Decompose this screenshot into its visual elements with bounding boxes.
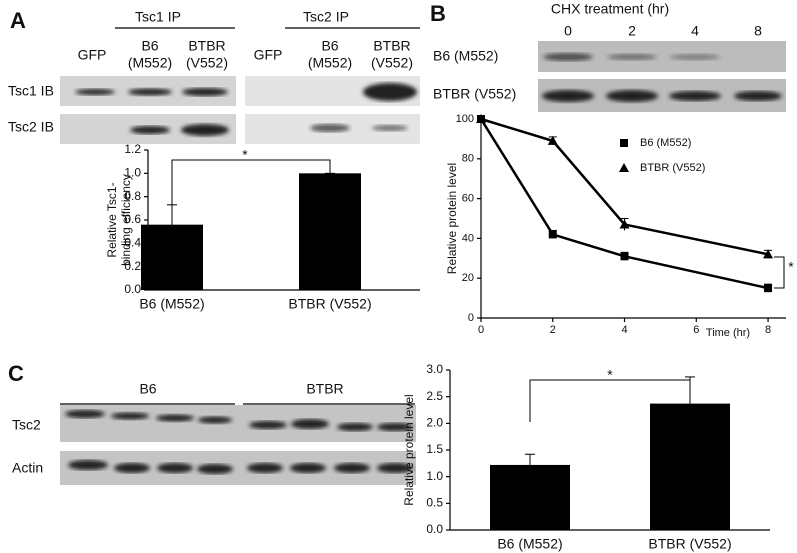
time-label: 8 <box>754 23 762 39</box>
marker <box>619 219 630 229</box>
x-tick-label: B6 (M552) <box>497 536 562 552</box>
blot-c: B6 BTBR Tsc2 Actin <box>12 381 416 485</box>
row-label: Tsc2 <box>12 417 41 433</box>
y-tick-label: 2.5 <box>426 389 443 403</box>
y-tick-label: 3.0 <box>426 362 443 376</box>
lane-label: B6 <box>321 38 338 54</box>
marker <box>547 135 558 145</box>
row-label: Tsc2 IB <box>8 119 54 135</box>
lane-label: GFP <box>254 47 283 63</box>
row-label: Actin <box>12 460 43 476</box>
marker <box>620 252 629 261</box>
legend-marker <box>620 139 628 147</box>
time-label: 4 <box>691 23 699 39</box>
y-tick-label: 0 <box>468 312 474 324</box>
blot-title: CHX treatment (hr) <box>551 1 669 17</box>
significance: * <box>242 147 248 163</box>
lane-label: GFP <box>78 47 107 63</box>
significance: * <box>788 259 794 275</box>
x-tick-label: 4 <box>621 324 627 336</box>
ip-label: Tsc1 IP <box>135 9 181 25</box>
lane-label: BTBR <box>188 38 225 54</box>
panel-letter: C <box>8 361 24 386</box>
y-tick-label: 0.2 <box>124 259 141 273</box>
time-label: 0 <box>564 23 572 39</box>
legend-marker <box>619 163 629 172</box>
y-tick-label: 0.4 <box>124 236 141 250</box>
y-tick-label: 2.0 <box>426 416 443 430</box>
y-tick-label: 1.0 <box>124 166 141 180</box>
blot-b: CHX treatment (hr) 0 2 4 8 B6 (M552) BTB… <box>433 1 786 112</box>
time-label: 2 <box>628 23 636 39</box>
group-label: B6 <box>139 381 156 397</box>
y-tick-label: 0.0 <box>124 282 141 296</box>
x-tick-label: 2 <box>550 324 556 336</box>
y-tick-label: 0.5 <box>426 496 443 510</box>
bar <box>299 173 361 290</box>
bar <box>141 224 203 290</box>
significance: * <box>607 367 613 383</box>
x-tick-label: 8 <box>765 324 771 336</box>
y-tick-label: 1.5 <box>426 442 443 456</box>
y-tick-label: 1.2 <box>124 142 141 156</box>
y-axis-label: Relative protein level <box>402 394 416 505</box>
lane-label: (V552) <box>186 55 228 71</box>
lane-label: (V552) <box>371 55 413 71</box>
x-axis-label: Time (hr) <box>706 327 750 339</box>
row-label: Tsc1 IB <box>8 83 54 99</box>
y-axis-label: Relative protein level <box>445 163 459 274</box>
blot-a: Tsc1 IP Tsc2 IP Tsc1 IB Tsc2 IB <box>8 9 420 144</box>
bar <box>490 464 570 530</box>
legend-label: B6 (M552) <box>640 137 691 149</box>
lane-label: (M552) <box>128 55 172 71</box>
y-tick-label: 80 <box>462 153 474 165</box>
panel-letter: B <box>430 1 446 26</box>
y-axis-label: binding efficiency <box>119 174 133 266</box>
row-label: B6 (M552) <box>433 48 498 64</box>
marker <box>763 249 774 259</box>
y-tick-label: 100 <box>456 113 474 125</box>
x-tick-label: 6 <box>693 324 699 336</box>
group-label: BTBR <box>306 381 343 397</box>
y-tick-label: 40 <box>462 232 474 244</box>
marker <box>548 230 557 239</box>
panel-letter: A <box>10 8 26 33</box>
ip-label: Tsc2 IP <box>303 9 349 25</box>
x-tick-label: BTBR (V552) <box>648 536 731 552</box>
legend-label: BTBR (V552) <box>640 162 705 174</box>
row-label: BTBR (V552) <box>433 86 516 102</box>
y-tick-label: 0.6 <box>124 212 141 226</box>
marker <box>476 114 486 123</box>
y-tick-label: 20 <box>462 272 474 284</box>
x-tick-label: B6 (M552) <box>139 296 204 312</box>
y-tick-label: 0.0 <box>426 522 443 536</box>
y-tick-label: 60 <box>462 193 474 205</box>
lane-label: B6 <box>141 38 158 54</box>
x-tick-label: BTBR (V552) <box>288 296 371 312</box>
marker <box>764 284 773 293</box>
line <box>480 117 769 256</box>
lane-label: BTBR <box>373 38 410 54</box>
y-tick-label: 1.0 <box>426 469 443 483</box>
line <box>479 118 769 290</box>
y-axis-label: Relative Tsc1- <box>105 182 119 257</box>
bar <box>650 403 730 530</box>
x-tick-label: 0 <box>478 324 484 336</box>
y-tick-label: 0.8 <box>124 189 141 203</box>
lane-label: (M552) <box>308 55 352 71</box>
